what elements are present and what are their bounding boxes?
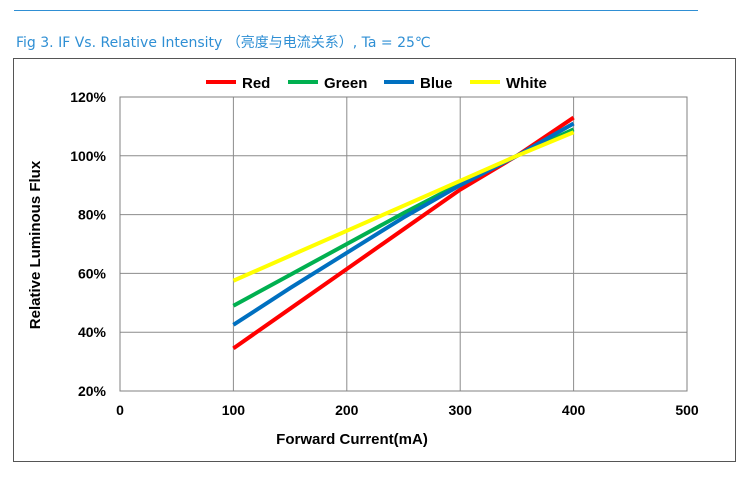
y-tick-labels: 20% 40% 60% 80% 100% 120% [70, 89, 106, 399]
figure-title: Fig 3. IF Vs. Relative Intensity （亮度与电流关… [16, 35, 431, 51]
legend-label-green: Green [324, 75, 367, 92]
grid-lines [120, 97, 687, 391]
y-tick-label: 120% [70, 89, 106, 105]
legend-label-red: Red [242, 75, 270, 92]
y-tick-label: 20% [78, 383, 107, 399]
plot-area-border [119, 96, 688, 392]
x-tick-label: 500 [675, 402, 699, 418]
y-tick-label: 60% [78, 265, 107, 281]
series-line-white [232, 130, 575, 283]
legend-label-white: White [506, 75, 547, 92]
chart-frame [13, 58, 736, 462]
y-tick-label: 80% [78, 207, 107, 223]
x-tick-label: 0 [116, 402, 124, 418]
y-tick-label: 40% [78, 324, 107, 340]
top-rule [14, 10, 698, 11]
legend: Red Green Blue White [206, 75, 547, 92]
x-tick-label: 400 [562, 402, 586, 418]
x-tick-label: 200 [335, 402, 359, 418]
x-tick-labels: 0 100 200 300 400 500 [116, 402, 699, 418]
x-axis-label: Forward Current(mA) [276, 431, 428, 448]
x-tick-label: 300 [449, 402, 473, 418]
x-tick-label: 100 [222, 402, 246, 418]
y-tick-label: 100% [70, 148, 106, 164]
legend-label-blue: Blue [420, 75, 453, 92]
series-lines [232, 115, 575, 351]
y-axis-label: Relative Luminous Flux [27, 160, 44, 329]
